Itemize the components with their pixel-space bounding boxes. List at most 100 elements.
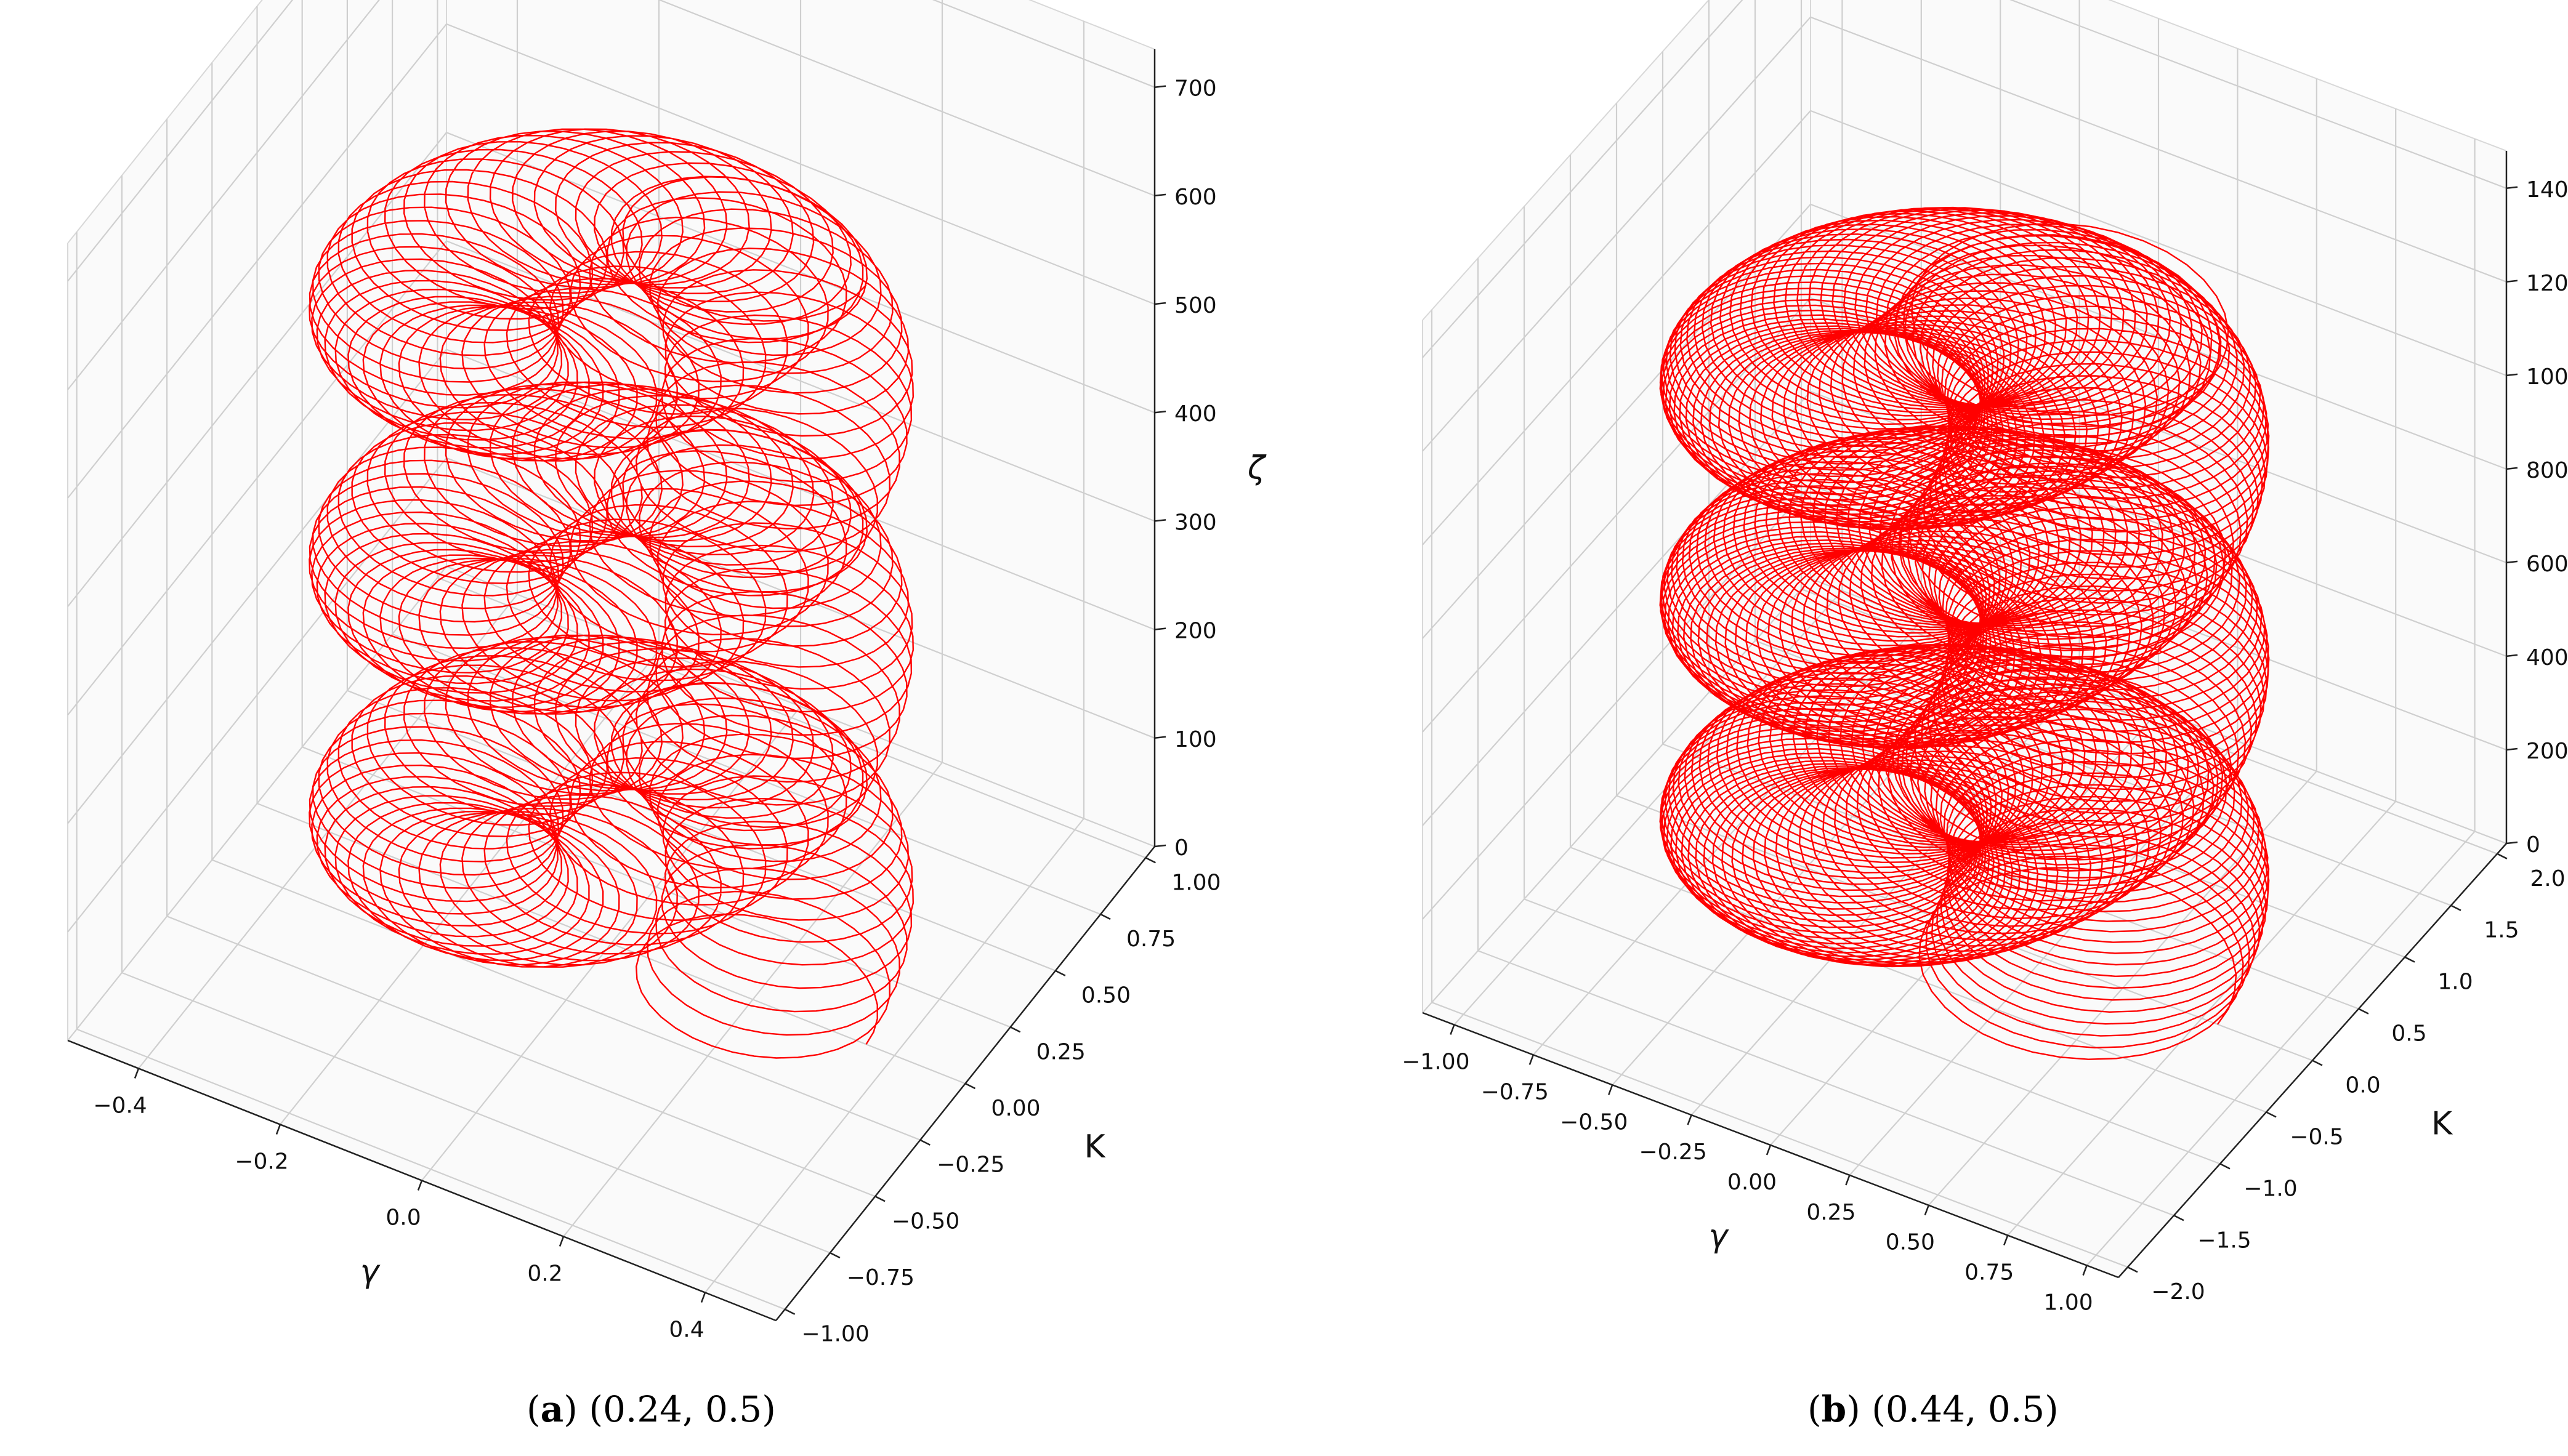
chart-b-y-tick-label: −1.0 xyxy=(2243,1176,2297,1201)
chart-panel-a: −0.4 −0.2 0.0 0.2 0.4 −1.00 −0.75 −0.50 −0.25 0.0… xyxy=(67,0,1267,1430)
chart-b-x-tick-label: −1.00 xyxy=(1402,1050,1469,1075)
chart-b-ylabel: K xyxy=(2431,1106,2453,1143)
chart-b-xlabel: γ xyxy=(1709,1218,1730,1255)
chart-b-y-tick xyxy=(2450,904,2461,911)
chart-a-series-line xyxy=(309,128,914,1059)
chart-b-y-tick-label: 2.0 xyxy=(2530,866,2565,891)
chart-a-grid-line xyxy=(67,348,447,824)
chart-a-grid-line xyxy=(446,240,1155,522)
chart-a-caption-tag: a xyxy=(540,1388,564,1430)
chart-b-x-tick xyxy=(1845,1175,1851,1186)
chart-b-z-tick-label: 800 xyxy=(2526,458,2568,483)
chart-a-grid-line xyxy=(67,457,447,933)
chart-a-grid-line xyxy=(67,240,447,716)
chart-a-grid-line xyxy=(121,971,831,1254)
chart-b-y-tick xyxy=(2312,1060,2323,1066)
chart-a-grid-line xyxy=(437,577,1146,859)
chart-a-y-tick-label: 1.00 xyxy=(1171,870,1221,895)
chart-a-grid-line xyxy=(67,0,294,282)
chart-b-z-tick-label: 1400 xyxy=(2526,177,2568,203)
chart-a-y-tick xyxy=(830,1252,841,1259)
chart-a-ylabel: K xyxy=(1084,1128,1106,1165)
chart-a-y-tick xyxy=(1100,913,1111,920)
chart-a-y-tick xyxy=(1010,1026,1021,1033)
chart-b-y-tick xyxy=(2173,1215,2184,1221)
chart-b-caption-tag: b xyxy=(1821,1388,1847,1430)
chart-b-grid-line xyxy=(1810,16,2507,283)
chart-b-x-tick-label: −0.25 xyxy=(1639,1140,1706,1165)
chart-b-grid-line xyxy=(1422,485,1811,920)
chart-b-grid-line xyxy=(1431,1002,2128,1268)
chart-a-grid-line xyxy=(166,915,876,1197)
chart-b-grid-line xyxy=(1422,110,1811,545)
chart-b-z-tick xyxy=(2506,467,2518,470)
chart-a-y-tick-label: 0.25 xyxy=(1036,1039,1086,1064)
chart-a-grid-line xyxy=(446,23,1155,305)
chart-b-z-tick-label: 1000 xyxy=(2526,364,2568,390)
chart-a-grid-line xyxy=(932,0,1155,88)
chart-a-grid-line xyxy=(211,859,921,1141)
chart-a-z-tick xyxy=(1154,302,1166,305)
chart-a-y-tick-label: 0.50 xyxy=(1081,983,1131,1008)
chart-b-caption-params: (0.44, 0.5) xyxy=(1871,1388,2059,1430)
chart-b-y-tick xyxy=(2404,956,2415,963)
chart-b-grid-line xyxy=(1810,203,2507,470)
chart-a-y-tick xyxy=(785,1308,796,1315)
chart-b-x-tick xyxy=(1528,1054,1534,1065)
chart-b-z-tick xyxy=(2506,654,2518,658)
chart-a-y-tick-label: −1.00 xyxy=(801,1322,869,1347)
chart-a-z-tick xyxy=(1154,844,1166,848)
chart-a-x-tick-label: −0.2 xyxy=(235,1149,288,1175)
chart-b-grid-line xyxy=(1570,847,2267,1113)
chart-a-z-tick-label: 600 xyxy=(1174,185,1217,210)
chart-b-z-tick-label: 1200 xyxy=(2526,271,2568,296)
chart-b-y-tick xyxy=(2127,1266,2138,1273)
chart-a-y-tick-label: −0.25 xyxy=(937,1152,1004,1178)
chart-a-x-tick-label: 0.4 xyxy=(669,1317,704,1343)
chart-a-z-tick-label: 700 xyxy=(1174,76,1217,102)
chart-b-z-tick xyxy=(2506,747,2518,751)
chart-a-x-tick-label: 0.2 xyxy=(527,1261,562,1287)
chart-b-x-tick xyxy=(1687,1114,1692,1125)
chart-b-x-tick xyxy=(1608,1084,1613,1095)
chart-a-curve xyxy=(309,128,914,1059)
chart-a-grid xyxy=(67,0,1155,1310)
chart-a-z-tick-label: 0 xyxy=(1174,835,1189,861)
chart-b-y-tick-label: 1.5 xyxy=(2484,918,2519,943)
chart-a-xlabel: γ xyxy=(360,1253,381,1290)
chart-a-x-tick xyxy=(134,1068,140,1079)
chart-b-x-tick xyxy=(1450,1024,1455,1035)
chart-a-y-tick-label: −0.50 xyxy=(892,1209,959,1234)
chart-a-z-tick xyxy=(1154,193,1166,197)
chart-b-z-tick-label: 600 xyxy=(2526,552,2568,577)
chart-a-pane-edge xyxy=(1028,0,1155,50)
chart-b-x-tick-label: 1.00 xyxy=(2044,1290,2093,1316)
chart-b-y-tick-label: −0.5 xyxy=(2290,1124,2343,1149)
chart-a-y-tick xyxy=(874,1196,886,1202)
chart-b-grid-line xyxy=(1524,898,2221,1165)
chart-b-series-line xyxy=(1659,206,2270,1060)
chart-b-axes: −1.00−0.75−0.50−0.250.000.250.500.751.00… xyxy=(1402,151,2568,1316)
chart-b-z-tick xyxy=(2506,280,2518,283)
chart-a-svg: −0.4 −0.2 0.0 0.2 0.4 −1.00 −0.75 −0.50 −0.25 0.0… xyxy=(67,0,1267,1347)
chart-a-x-tick xyxy=(559,1236,565,1247)
chart-b-x-tick-label: −0.50 xyxy=(1560,1109,1628,1135)
chart-b-y-tick xyxy=(2497,853,2508,859)
chart-b-svg: −1.00−0.75−0.50−0.250.000.250.500.751.00… xyxy=(1402,0,2568,1316)
chart-a-y-tick xyxy=(964,1082,976,1090)
chart-a-z-tick xyxy=(1154,85,1166,88)
chart-b-grid-line xyxy=(1422,578,1811,1013)
chart-b-z-tick xyxy=(2506,186,2518,190)
chart-b-x-tick-label: 0.50 xyxy=(1886,1230,1935,1255)
chart-b-x-tick xyxy=(2082,1265,2088,1276)
chart-b-caption: (b) (0.44, 0.5) xyxy=(1807,1388,2059,1430)
chart-b-z-tick xyxy=(2506,841,2518,845)
chart-a-x-tick-label: 0.0 xyxy=(386,1205,421,1231)
chart-a-z-tick-label: 200 xyxy=(1174,619,1217,644)
chart-a-axes: −0.4 −0.2 0.0 0.2 0.4 −1.00 −0.75 −0.50 −0.25 0.0… xyxy=(67,49,1221,1347)
chart-b-y-tick-label: 0.0 xyxy=(2345,1073,2380,1098)
chart-b-x-tick-label: 0.75 xyxy=(1964,1260,2014,1285)
chart-b-y-tick-label: 1.0 xyxy=(2437,970,2473,995)
chart-a-y-tick xyxy=(919,1139,931,1146)
chart-a-z-tick-label: 300 xyxy=(1174,510,1217,535)
